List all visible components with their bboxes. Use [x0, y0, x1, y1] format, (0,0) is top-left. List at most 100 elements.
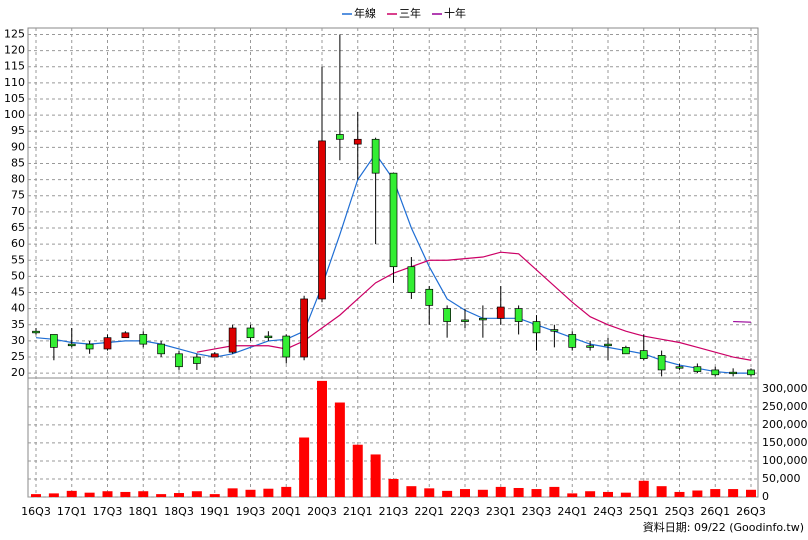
x-tick-label: 26Q3	[736, 505, 766, 518]
volume-bar	[209, 494, 220, 497]
x-tick-label: 18Q3	[164, 505, 194, 518]
x-tick-label: 23Q3	[522, 505, 552, 518]
y-tick-label: 55	[11, 253, 25, 266]
volume-bar	[317, 380, 327, 497]
volume-bar	[638, 480, 649, 497]
y2-tick-label: 250,000	[762, 400, 808, 413]
candle-body	[193, 356, 201, 364]
volume-bar	[102, 491, 113, 497]
y-tick-label: 50	[11, 269, 25, 282]
volume-bar	[424, 488, 435, 497]
candle-body	[103, 337, 112, 350]
y-tick-label: 65	[11, 221, 25, 234]
y-tick-label: 20	[11, 366, 25, 379]
y-tick-label: 95	[11, 124, 25, 137]
volume-bar	[406, 486, 417, 497]
volume-bar	[334, 402, 345, 497]
volume-bar	[513, 487, 524, 497]
volume-bar	[388, 478, 399, 497]
x-tick-label: 23Q1	[486, 505, 516, 518]
ma-line	[733, 320, 752, 323]
y-tick-label: 105	[4, 92, 25, 105]
y2-tick-label: 150,000	[762, 436, 808, 449]
y-tick-label: 30	[11, 334, 25, 347]
volume-bar	[370, 454, 381, 497]
x-tick-label: 22Q3	[450, 505, 480, 518]
y2-tick-label: 50,000	[762, 472, 801, 485]
y2-tick-label: 200,000	[762, 418, 808, 431]
candle-body	[67, 343, 76, 347]
candle-body	[210, 353, 219, 358]
volume-bar	[585, 491, 596, 497]
candle-body	[693, 366, 702, 372]
volume-bar	[66, 490, 77, 497]
y-tick-label: 115	[4, 60, 25, 73]
x-tick-label: 16Q3	[21, 505, 51, 518]
candle-body	[282, 335, 291, 358]
x-tick-label: 24Q1	[557, 505, 587, 518]
candle-body	[675, 366, 684, 369]
candle-body	[425, 288, 434, 306]
volume-bar	[191, 491, 202, 497]
volume-bar	[227, 488, 238, 497]
volume-bar	[352, 444, 363, 497]
candle-body	[514, 308, 523, 322]
x-tick-label: 19Q1	[200, 505, 230, 518]
candle-body	[461, 319, 469, 322]
candle-body	[586, 345, 594, 348]
x-tick-label: 18Q1	[128, 505, 158, 518]
volume-bar	[460, 489, 470, 497]
volume-bar	[567, 493, 578, 497]
y-tick-label: 25	[11, 350, 25, 363]
volume-bar	[531, 489, 542, 497]
candle-body	[604, 343, 612, 347]
x-tick-label: 21Q1	[343, 505, 373, 518]
candle-body	[407, 266, 416, 293]
y-tick-label: 100	[4, 108, 25, 121]
volume-bar	[603, 491, 613, 497]
volume-bar	[281, 486, 292, 497]
volume-bar	[692, 490, 703, 497]
candle-body	[50, 334, 58, 348]
volume-bar	[674, 491, 685, 497]
volume-bar	[31, 494, 41, 497]
volume-bar	[442, 490, 453, 497]
candle-body	[264, 335, 273, 339]
candle-body	[175, 353, 183, 368]
candle-body	[371, 138, 380, 174]
volume-bar	[174, 493, 184, 497]
volume-bar	[263, 488, 274, 497]
y-tick-label: 85	[11, 156, 25, 169]
candle-body	[300, 298, 308, 358]
x-tick-label: 25Q3	[665, 505, 695, 518]
candle-body	[85, 343, 94, 350]
y-tick-label: 110	[4, 76, 25, 89]
candle-body	[657, 355, 666, 371]
candle-body	[568, 334, 577, 348]
candle-body	[139, 334, 148, 345]
volume-bar	[549, 486, 560, 497]
volume-bar	[746, 489, 756, 497]
y-tick-label: 70	[11, 205, 25, 218]
legend-label: 三年	[399, 6, 421, 20]
y-tick-label: 35	[11, 318, 25, 331]
candle-body	[496, 306, 505, 319]
candle-body	[639, 350, 648, 359]
x-tick-label: 21Q3	[379, 505, 409, 518]
legend-label: 十年	[444, 6, 466, 20]
volume-bar	[656, 486, 667, 497]
candle-body	[550, 329, 559, 332]
candle-body	[157, 343, 165, 355]
x-tick-label: 26Q1	[700, 505, 730, 518]
y-tick-label: 125	[4, 27, 25, 40]
y-tick-label: 120	[4, 44, 25, 57]
x-tick-label: 24Q3	[593, 505, 623, 518]
y-tick-label: 60	[11, 237, 25, 250]
volume-bar	[710, 489, 721, 497]
volume-bar	[728, 489, 739, 497]
candle-body	[228, 327, 237, 353]
y-tick-label: 40	[11, 302, 25, 315]
candle-body	[32, 330, 40, 334]
candle-body	[318, 140, 326, 300]
